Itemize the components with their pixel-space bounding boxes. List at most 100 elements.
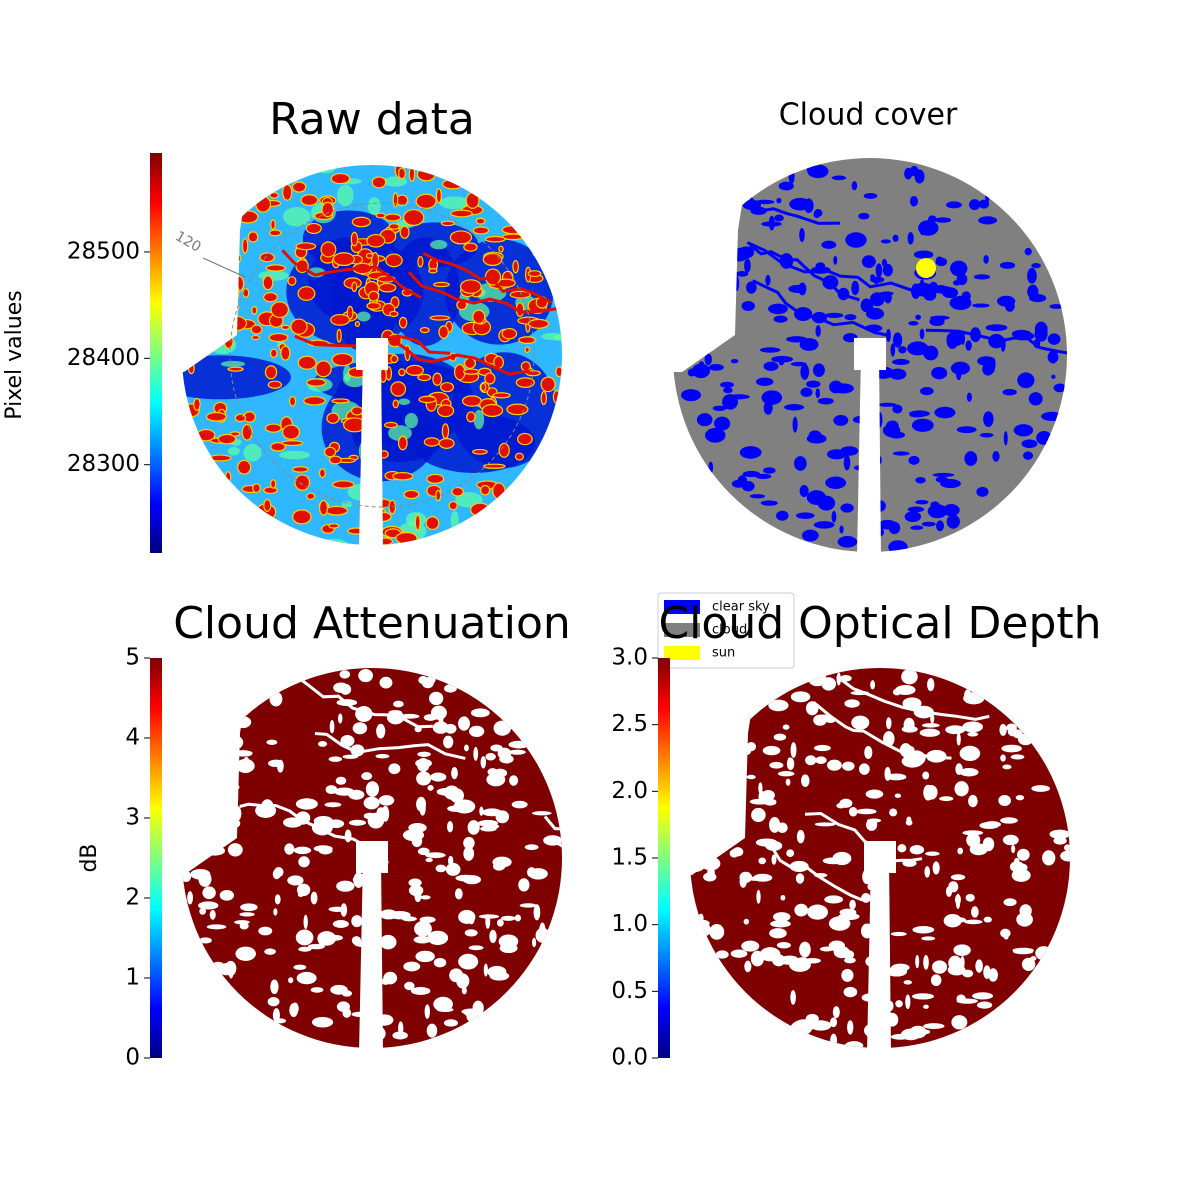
blob <box>281 324 290 331</box>
colorbar <box>150 153 162 553</box>
blob <box>722 394 738 410</box>
blob <box>227 843 243 857</box>
blob <box>915 954 920 969</box>
blob <box>962 969 974 978</box>
blob <box>964 451 978 466</box>
blob <box>755 473 772 479</box>
blob <box>895 1000 903 1008</box>
blob <box>378 282 397 293</box>
blob <box>390 354 399 364</box>
blob <box>501 233 525 241</box>
center-mask <box>854 338 886 370</box>
blob <box>881 258 888 268</box>
blob <box>807 904 828 920</box>
colorbar-tick-label: 28400 <box>67 345 140 371</box>
blob <box>441 423 450 440</box>
blob <box>331 480 355 489</box>
blob <box>1034 321 1048 338</box>
blob <box>219 889 235 901</box>
blob <box>693 919 710 928</box>
blob <box>866 818 878 831</box>
wedge-mask <box>857 355 881 557</box>
blob <box>945 886 953 897</box>
blob <box>858 212 870 220</box>
blob <box>258 807 271 812</box>
crack <box>239 802 373 852</box>
blob <box>965 893 975 902</box>
blob <box>303 914 308 930</box>
blob <box>552 390 561 404</box>
blob <box>524 844 539 851</box>
blob <box>252 483 261 494</box>
blob <box>915 314 921 320</box>
blob <box>255 195 272 213</box>
blob <box>445 862 461 876</box>
blob <box>927 678 935 692</box>
blob <box>923 1023 945 1030</box>
colorbar-tick-label: 0.0 <box>611 1045 648 1071</box>
blob <box>381 805 390 822</box>
colorbar-tick-label: 1 <box>125 965 140 991</box>
blob <box>511 800 528 809</box>
blob <box>465 192 480 209</box>
blob <box>294 474 311 491</box>
green-patch <box>204 513 228 532</box>
blob <box>236 758 255 774</box>
blob <box>289 1003 299 1018</box>
blob <box>790 990 796 1005</box>
blob <box>786 849 795 858</box>
blob <box>765 840 783 851</box>
blob <box>532 937 537 948</box>
blob <box>318 499 329 516</box>
blob <box>964 919 983 925</box>
blob <box>379 934 397 950</box>
blob <box>950 874 966 881</box>
blob <box>463 242 478 252</box>
blob <box>328 756 343 762</box>
blob <box>934 217 952 223</box>
panel-title: Raw data <box>269 94 475 145</box>
blob <box>392 1031 408 1040</box>
blob <box>438 437 455 449</box>
blob <box>398 368 406 377</box>
blob <box>886 420 899 431</box>
blob <box>518 878 530 892</box>
blob <box>946 331 965 347</box>
blob <box>915 476 926 484</box>
blob <box>839 525 844 534</box>
blob <box>754 199 775 205</box>
blob <box>929 317 945 326</box>
blob <box>913 250 934 259</box>
blob <box>498 245 504 253</box>
blob <box>330 313 351 326</box>
blob <box>367 812 385 829</box>
blob <box>983 254 989 264</box>
blob <box>890 1033 910 1040</box>
green-patch <box>220 360 246 367</box>
blob <box>454 888 463 900</box>
blob <box>473 746 479 761</box>
blob <box>800 363 810 380</box>
blob <box>1031 263 1041 269</box>
blob <box>1027 284 1039 299</box>
blob <box>429 315 451 321</box>
blob <box>272 869 281 880</box>
blob <box>379 676 393 689</box>
blob <box>969 843 988 856</box>
blob <box>265 264 286 272</box>
blob <box>283 817 303 828</box>
blob <box>242 287 250 298</box>
blob <box>815 262 826 270</box>
blob <box>436 1007 454 1013</box>
blob <box>463 357 476 370</box>
blob <box>310 891 318 905</box>
blob <box>907 341 929 356</box>
crack <box>836 675 990 721</box>
blob <box>472 448 488 455</box>
blob <box>969 199 981 211</box>
blob <box>842 950 855 959</box>
blob <box>720 381 734 388</box>
blob <box>842 761 855 771</box>
blob <box>919 328 925 340</box>
blob <box>332 920 349 928</box>
